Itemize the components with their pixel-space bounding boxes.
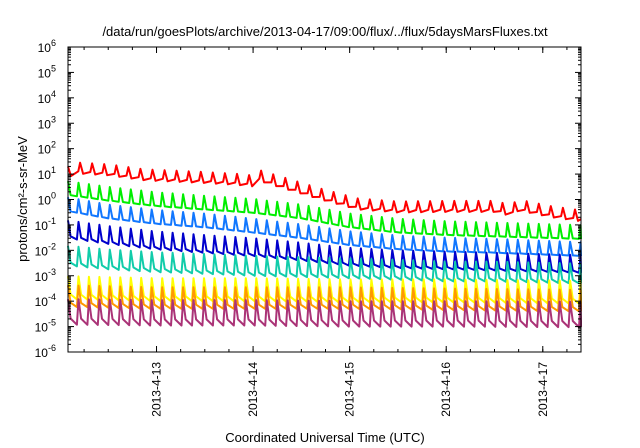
y-tick-label: 10-2 [35,241,56,258]
x-tick-label: 2013-4-15 [343,362,357,417]
series-line-7 [67,284,582,313]
y-axis: 10-6 10-5 10-4 10-3 10-2 10-1 100 101 102 103 104 1… [35,38,581,360]
series-line-3 [67,197,582,257]
x-axis-label: Coordinated Universal Time (UTC) [225,430,424,445]
y-tick-label: 10-6 [35,343,56,360]
series-line-5 [67,245,582,285]
y-tick-label: 10-4 [35,292,56,309]
y-tick-label: 10-1 [35,216,56,233]
y-tick-label: 10-5 [35,318,56,335]
series-line-4 [67,220,582,274]
y-tick-label: 106 [38,38,56,55]
x-tick-label: 2013-4-13 [150,362,164,417]
y-tick-label: 105 [38,63,56,80]
series-layer [67,161,582,329]
x-axis: 2013-4-13 2013-4-14 2013-4-15 2013-4-16 2013… [83,47,568,417]
x-tick-label: 2013-4-14 [246,362,260,417]
chart-title: /data/run/goesPlots/archive/2013-04-17/0… [102,24,548,39]
y-tick-label: 101 [38,165,56,182]
x-tick-label: 2013-4-16 [439,362,453,417]
series-line-8 [67,298,582,329]
y-tick-label: 102 [38,140,56,157]
y-axis-label: protons/cm²-s-sr-MeV [15,136,30,262]
y-tick-label: 104 [38,89,56,106]
y-tick-label: 10-3 [35,267,56,284]
x-tick-label: 2013-4-17 [536,362,550,417]
series-line-2 [67,181,582,240]
y-tick-label: 100 [38,191,56,208]
y-tick-label: 103 [38,114,56,131]
series-line-1 [67,161,582,222]
